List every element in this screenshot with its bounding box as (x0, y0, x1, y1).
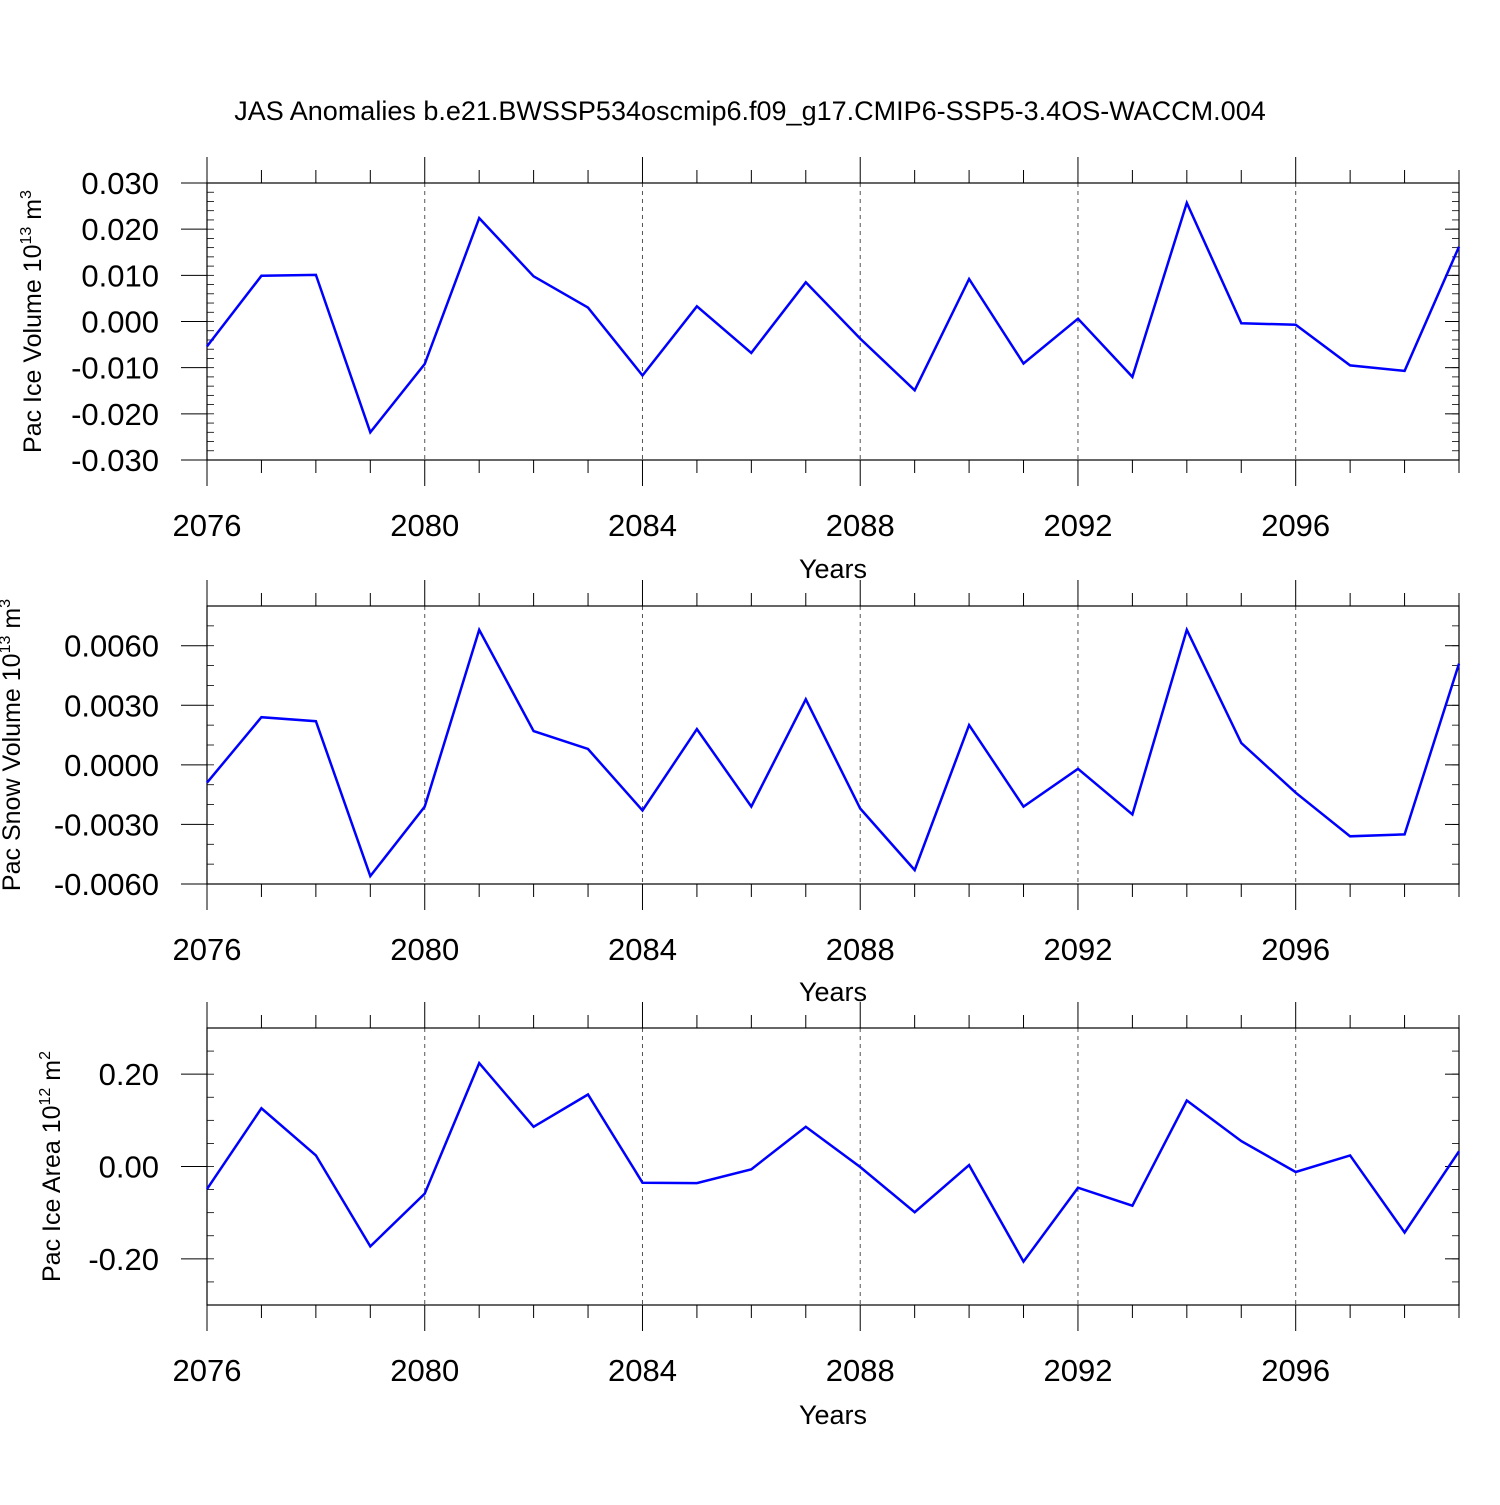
x-tick-label: 2076 (173, 508, 242, 543)
chart-panel-2: -0.0060 -0.0030 0.0000 0.0030 0.0060 2076 2080… (0, 580, 1459, 1007)
y-tick-label: 0.0000 (64, 748, 159, 783)
x-tick-label: 2088 (826, 932, 895, 967)
x-tick-label: 2092 (1043, 932, 1112, 967)
plot-frame (207, 606, 1459, 884)
series-line (207, 630, 1459, 876)
x-tick-label: 2096 (1261, 932, 1330, 967)
x-tick-label: 2084 (608, 1353, 677, 1388)
plot-frame (207, 183, 1459, 460)
x-tick-label: 2088 (826, 1353, 895, 1388)
y-tick-label: 0.030 (81, 166, 159, 201)
y-axis-label-part: Pac Ice Volume 10 (19, 245, 47, 453)
y-axis-label-part: m (19, 199, 47, 227)
y-tick-label: -0.0030 (54, 807, 159, 842)
x-tick-label: 2084 (608, 508, 677, 543)
y-tick-label: -0.010 (71, 351, 159, 386)
y-tick-label: 0.20 (99, 1057, 159, 1092)
x-axis-label: Years (799, 977, 867, 1007)
y-axis-label: Pac Snow Volume 1013 m3 (0, 599, 26, 891)
y-axis-label-part: m (0, 608, 26, 636)
y-tick-label: 0.020 (81, 212, 159, 247)
x-tick-label: 2080 (390, 1353, 459, 1388)
x-tick-label: 2080 (390, 508, 459, 543)
y-axis-label-part: 3 (0, 599, 14, 608)
chart-panel-3: -0.20 0.00 0.20 2076 2080 2084 2088 2092 2096 Yea… (37, 1002, 1459, 1430)
y-tick-label: 0.0060 (64, 629, 159, 664)
x-tick-label: 2084 (608, 932, 677, 967)
x-tick-label: 2080 (390, 932, 459, 967)
y-tick-label: -0.0060 (54, 867, 159, 902)
y-tick-label: -0.020 (71, 397, 159, 432)
figure-title: JAS Anomalies b.e21.BWSSP534oscmip6.f09_… (234, 96, 1265, 126)
x-tick-label: 2096 (1261, 508, 1330, 543)
x-tick-label: 2088 (826, 508, 895, 543)
y-tick-label: 0.000 (81, 305, 159, 340)
x-axis-label: Years (799, 1400, 867, 1430)
x-axis-label: Years (799, 554, 867, 584)
series-line (207, 1063, 1459, 1262)
y-tick-label: 0.0030 (64, 688, 159, 723)
y-axis-label-part: Pac Snow Volume 10 (0, 653, 26, 891)
y-tick-label: 0.00 (99, 1150, 159, 1185)
y-axis-label-part: 3 (18, 190, 35, 199)
plot-frame (207, 1028, 1459, 1305)
y-tick-label: -0.20 (88, 1242, 159, 1277)
y-axis-label: Pac Ice Volume 1013 m3 (18, 190, 47, 453)
x-tick-label: 2076 (173, 1353, 242, 1388)
y-axis-label-part: 2 (37, 1051, 54, 1060)
x-tick-label: 2092 (1043, 508, 1112, 543)
x-tick-label: 2076 (173, 932, 242, 967)
y-axis-label-part: Pac Ice Area 10 (38, 1105, 66, 1282)
y-axis-label-part: 13 (0, 636, 14, 654)
x-tick-label: 2096 (1261, 1353, 1330, 1388)
y-axis-label-part: 12 (37, 1088, 54, 1106)
series-line (207, 203, 1459, 432)
y-tick-label: 0.010 (81, 258, 159, 293)
x-tick-label: 2092 (1043, 1353, 1112, 1388)
y-axis-label-part: 13 (18, 227, 35, 245)
y-axis-label: Pac Ice Area 1012 m2 (37, 1051, 66, 1282)
y-tick-label: -0.030 (71, 443, 159, 478)
y-axis-label-part: m (38, 1060, 66, 1088)
chart-panel-1: -0.030 -0.020 -0.010 0.000 0.010 0.020 0.030 20… (18, 157, 1459, 584)
